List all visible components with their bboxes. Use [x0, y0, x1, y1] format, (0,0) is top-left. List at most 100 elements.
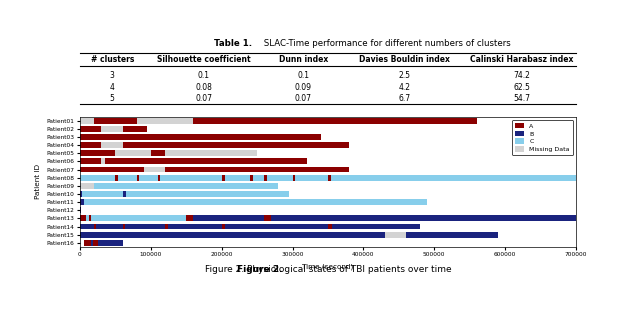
Text: # clusters: # clusters [90, 56, 134, 65]
Bar [93, 240, 98, 246]
Text: Davies Bouldin index: Davies Bouldin index [360, 56, 451, 65]
Bar [193, 216, 264, 221]
Bar [91, 142, 101, 148]
Bar [122, 126, 147, 132]
Bar [491, 216, 576, 221]
Bar [80, 167, 144, 173]
Bar [428, 118, 442, 124]
Bar [80, 232, 385, 238]
Text: 74.2: 74.2 [513, 71, 530, 80]
Bar [80, 199, 84, 205]
Bar [250, 175, 253, 181]
Bar [80, 150, 91, 156]
X-axis label: Time (second): Time (second) [302, 263, 354, 270]
Bar [115, 150, 151, 156]
Bar [88, 216, 92, 221]
Text: 0.08: 0.08 [196, 83, 212, 92]
Bar [122, 224, 125, 230]
Bar [158, 175, 160, 181]
Text: 4.2: 4.2 [399, 83, 411, 92]
Bar [278, 191, 289, 197]
Bar [115, 175, 118, 181]
Bar [385, 118, 413, 124]
Bar [84, 199, 428, 205]
Bar [92, 216, 186, 221]
Bar [101, 126, 122, 132]
Bar [456, 118, 477, 124]
Bar [101, 142, 122, 148]
Text: Dunn index: Dunn index [278, 56, 328, 65]
Bar [271, 216, 477, 221]
Bar [101, 158, 105, 164]
Text: 0.09: 0.09 [294, 83, 312, 92]
Bar [80, 134, 321, 140]
Bar [122, 191, 126, 197]
Bar [264, 175, 267, 181]
Bar [190, 216, 193, 221]
Bar [94, 150, 115, 156]
Bar [86, 216, 88, 221]
Bar [80, 207, 81, 213]
Text: 2.5: 2.5 [399, 71, 411, 80]
Bar [406, 232, 498, 238]
Text: Figure 2. Physiological states of TBI patients over time: Figure 2. Physiological states of TBI pa… [205, 265, 451, 274]
Text: 0.1: 0.1 [198, 71, 210, 80]
Bar [84, 240, 91, 246]
Bar [165, 167, 200, 173]
Bar [165, 150, 257, 156]
Text: 4: 4 [110, 83, 115, 92]
Bar [278, 167, 349, 173]
Text: Silhouette coefficient: Silhouette coefficient [157, 56, 251, 65]
Text: 0.1: 0.1 [297, 71, 309, 80]
Bar [161, 150, 165, 156]
Bar [193, 118, 221, 124]
Bar [98, 240, 122, 246]
Bar [137, 118, 193, 124]
Bar [144, 167, 165, 173]
Bar [186, 216, 190, 221]
Bar [264, 216, 268, 221]
Text: SLAC-Time performance for different numbers of clusters: SLAC-Time performance for different numb… [261, 40, 511, 48]
Bar [80, 216, 86, 221]
Legend: A, B, C, Missing Data: A, B, C, Missing Data [512, 120, 573, 155]
Text: Calinski Harabasz index: Calinski Harabasz index [470, 56, 573, 65]
Bar [385, 232, 406, 238]
Bar [122, 142, 137, 148]
Bar [151, 150, 161, 156]
Text: 0.07: 0.07 [195, 94, 212, 103]
Text: Table 1.: Table 1. [214, 40, 252, 48]
Bar [91, 150, 94, 156]
Bar [126, 191, 278, 197]
Bar [80, 224, 420, 230]
Bar [80, 191, 82, 197]
Bar [108, 118, 122, 124]
Bar [144, 142, 349, 148]
Bar [122, 118, 137, 124]
Bar [477, 216, 491, 221]
Bar [80, 183, 94, 189]
Bar [94, 224, 95, 230]
Bar [349, 118, 385, 124]
Bar [243, 118, 278, 124]
Bar [94, 183, 278, 189]
Bar [328, 175, 331, 181]
Bar [292, 175, 294, 181]
Bar [221, 167, 257, 173]
Bar [442, 118, 456, 124]
Bar [80, 118, 94, 124]
Text: 5: 5 [110, 94, 115, 103]
Bar [221, 118, 243, 124]
Bar [165, 224, 168, 230]
Text: 3: 3 [110, 71, 115, 80]
Bar [80, 126, 101, 132]
Bar [221, 224, 225, 230]
Bar [137, 142, 144, 148]
Text: 6.7: 6.7 [399, 94, 411, 103]
Bar [221, 175, 225, 181]
Text: 54.7: 54.7 [513, 94, 530, 103]
Bar [413, 118, 428, 124]
Bar [80, 158, 307, 164]
Text: 62.5: 62.5 [513, 83, 530, 92]
Bar [94, 118, 108, 124]
Bar [137, 175, 139, 181]
